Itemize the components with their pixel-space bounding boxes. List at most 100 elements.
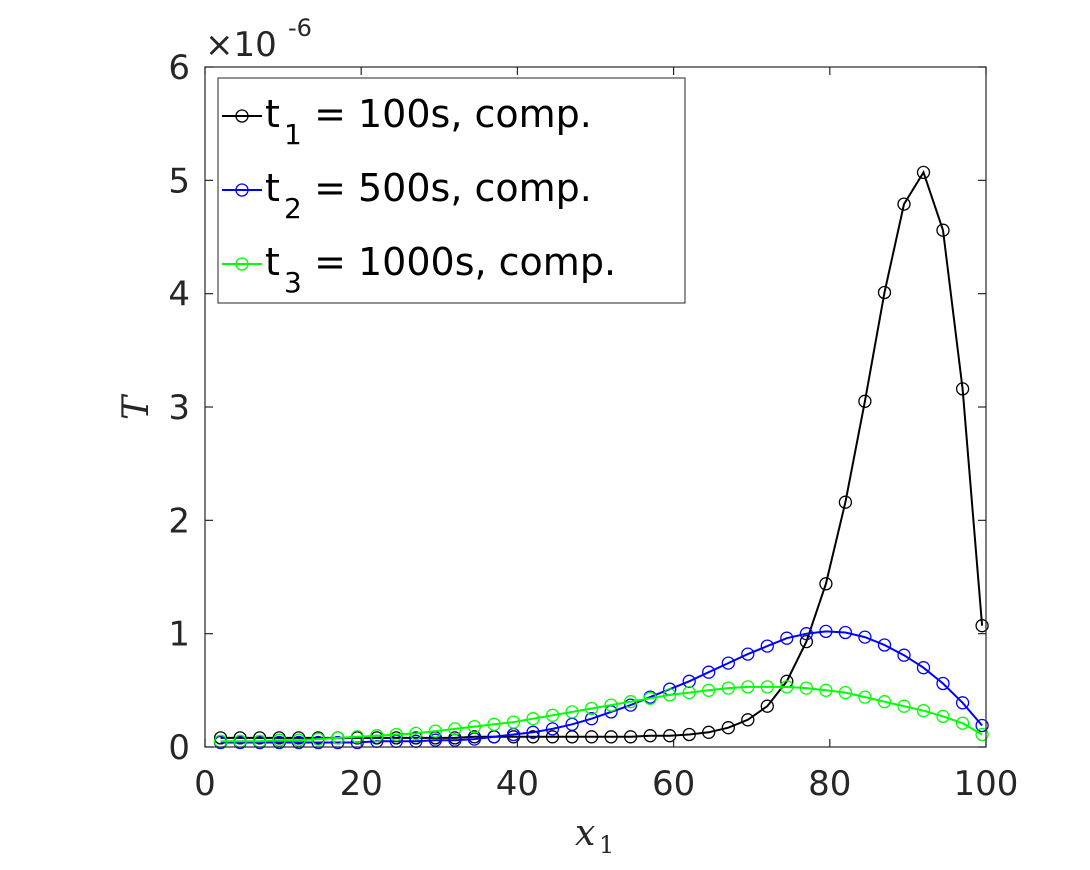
- data-point: [780, 631, 794, 645]
- y-tick-label: 3: [168, 388, 190, 428]
- x-tick-label: 40: [496, 764, 539, 804]
- data-point: [819, 624, 833, 639]
- data-point: [741, 647, 755, 661]
- legend-box: [217, 77, 686, 304]
- data-point: [955, 696, 970, 710]
- data-point: [858, 690, 872, 704]
- data-point: [819, 577, 833, 591]
- data-point: [799, 681, 814, 695]
- data-point: [526, 730, 540, 744]
- y-tick-label: 2: [168, 501, 190, 541]
- data-point: [545, 722, 560, 736]
- data-point: [799, 634, 814, 649]
- data-point: [721, 681, 735, 695]
- data-point: [350, 730, 364, 744]
- data-point: [702, 725, 716, 739]
- data-point: [682, 674, 696, 688]
- legend-marker: [235, 257, 249, 271]
- x-tick-label: 100: [954, 764, 1019, 804]
- data-point: [682, 685, 696, 700]
- y-exponent-base: ×10: [205, 25, 277, 65]
- data-point: [448, 722, 462, 736]
- x-axis-label-sub: 1: [599, 831, 614, 859]
- data-point: [545, 708, 560, 722]
- data-point: [682, 727, 696, 742]
- data-point: [721, 656, 735, 670]
- x-tick-label: 0: [194, 764, 216, 804]
- legend-label-sub: 2: [284, 192, 302, 225]
- y-exponent-power: -6: [288, 14, 312, 42]
- data-point: [838, 495, 853, 509]
- x-tick-label: 20: [340, 764, 383, 804]
- data-point: [623, 698, 638, 712]
- data-point: [838, 685, 853, 700]
- data-point: [955, 382, 970, 396]
- series-line: [220, 630, 983, 744]
- data-point: [584, 712, 599, 726]
- data-point: [604, 730, 618, 744]
- legend-label-rest: = 500s, comp.: [302, 166, 592, 210]
- data-point: [487, 717, 501, 731]
- series-3: [213, 680, 989, 748]
- series-line: [220, 685, 983, 743]
- x-axis-label: x 1: [575, 813, 614, 859]
- y-tick-label: 1: [168, 615, 190, 655]
- data-point: [584, 701, 599, 716]
- data-point: [877, 695, 892, 709]
- data-point: [428, 733, 443, 747]
- data-point: [760, 699, 774, 713]
- data-point: [663, 729, 677, 743]
- data-point: [838, 625, 853, 640]
- data-point: [331, 735, 345, 750]
- legend-label-rest: = 100s, comp.: [302, 92, 592, 136]
- legend-label: t: [265, 166, 280, 210]
- ticks-layer: 0 20 40 60 80 100 0 1 2 3 4 5 6: [168, 48, 1018, 804]
- data-point: [760, 639, 774, 653]
- data-point: [916, 661, 931, 675]
- legend-label: t: [265, 92, 280, 136]
- data-point: [858, 630, 872, 644]
- x-tick-label: 60: [652, 764, 695, 804]
- data-point: [877, 285, 892, 300]
- data-point: [370, 729, 384, 743]
- legend-label-sub: 3: [284, 266, 302, 299]
- data-point: [545, 730, 560, 744]
- x-tick-label: 80: [808, 764, 851, 804]
- data-point: [916, 165, 931, 180]
- data-point: [526, 725, 540, 739]
- data-point: [409, 726, 423, 741]
- data-point: [643, 691, 657, 705]
- data-point: [741, 713, 755, 727]
- y-axis-label: T: [116, 393, 157, 420]
- legend-label-rest: = 1000s, comp.: [302, 240, 616, 284]
- data-point: [975, 619, 989, 633]
- data-point: [877, 638, 892, 652]
- data-point: [975, 727, 989, 742]
- data-point: [702, 665, 716, 679]
- data-point: [389, 727, 403, 742]
- y-tick-label: 0: [168, 728, 190, 768]
- data-point: [975, 718, 989, 733]
- data-point: [741, 680, 755, 694]
- data-point: [799, 627, 814, 641]
- data-point: [526, 712, 540, 726]
- data-point: [331, 731, 345, 745]
- data-point: [311, 735, 325, 750]
- y-exponent: ×10 -6: [205, 14, 312, 65]
- legend-marker: [235, 109, 249, 123]
- data-point: [448, 733, 462, 747]
- data-point: [604, 698, 618, 712]
- data-point: [409, 731, 423, 745]
- series-layer: [213, 165, 989, 750]
- data-point: [272, 733, 286, 747]
- data-point: [467, 719, 482, 734]
- legend-label-sub: 1: [284, 118, 302, 151]
- data-point: [506, 715, 521, 729]
- data-point: [389, 731, 403, 745]
- data-point: [721, 721, 735, 735]
